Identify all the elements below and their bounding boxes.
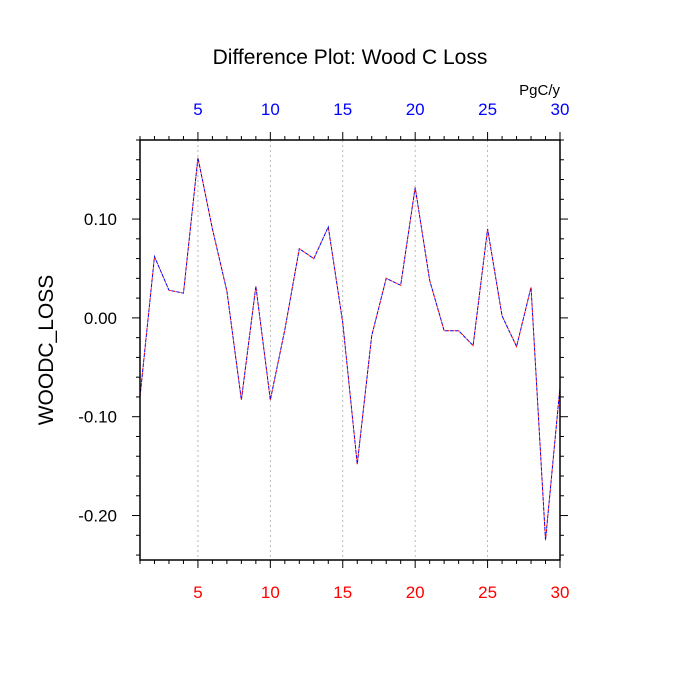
x-tick-label-bottom: 15 — [333, 583, 352, 602]
series-line-1 — [139, 157, 561, 541]
plot-frame — [139, 139, 561, 561]
series-lines — [139, 157, 561, 541]
y-tick-label: -0.10 — [78, 408, 117, 427]
y-tick-label: 0.00 — [84, 309, 117, 328]
x-tick-label-top: 30 — [551, 100, 570, 119]
chart-title: Difference Plot: Wood C Loss — [213, 46, 488, 69]
tick-labels: 5 5 10 10 15 15 20 20 25 25 30 30 -0.20 -0.10 0.00 0.10 — [78, 100, 569, 602]
series-line-2 — [139, 157, 561, 541]
x-tick-label-bottom: 25 — [478, 583, 497, 602]
axis-ticks — [132, 132, 568, 568]
x-tick-label-bottom: 10 — [261, 583, 280, 602]
units-label: PgC/y — [519, 82, 560, 99]
y-tick-label: 0.10 — [84, 210, 117, 229]
x-tick-label-top: 20 — [406, 100, 425, 119]
gridlines — [197, 140, 488, 560]
x-tick-label-bottom: 30 — [551, 583, 570, 602]
x-tick-label-top: 15 — [333, 100, 352, 119]
y-tick-label: -0.20 — [78, 507, 117, 526]
x-tick-label-bottom: 20 — [406, 583, 425, 602]
x-tick-label-bottom: 5 — [193, 583, 202, 602]
x-tick-label-top: 25 — [478, 100, 497, 119]
x-tick-label-top: 10 — [261, 100, 280, 119]
y-axis-label: WOODC_LOSS — [35, 275, 58, 426]
x-tick-label-top: 5 — [193, 100, 202, 119]
